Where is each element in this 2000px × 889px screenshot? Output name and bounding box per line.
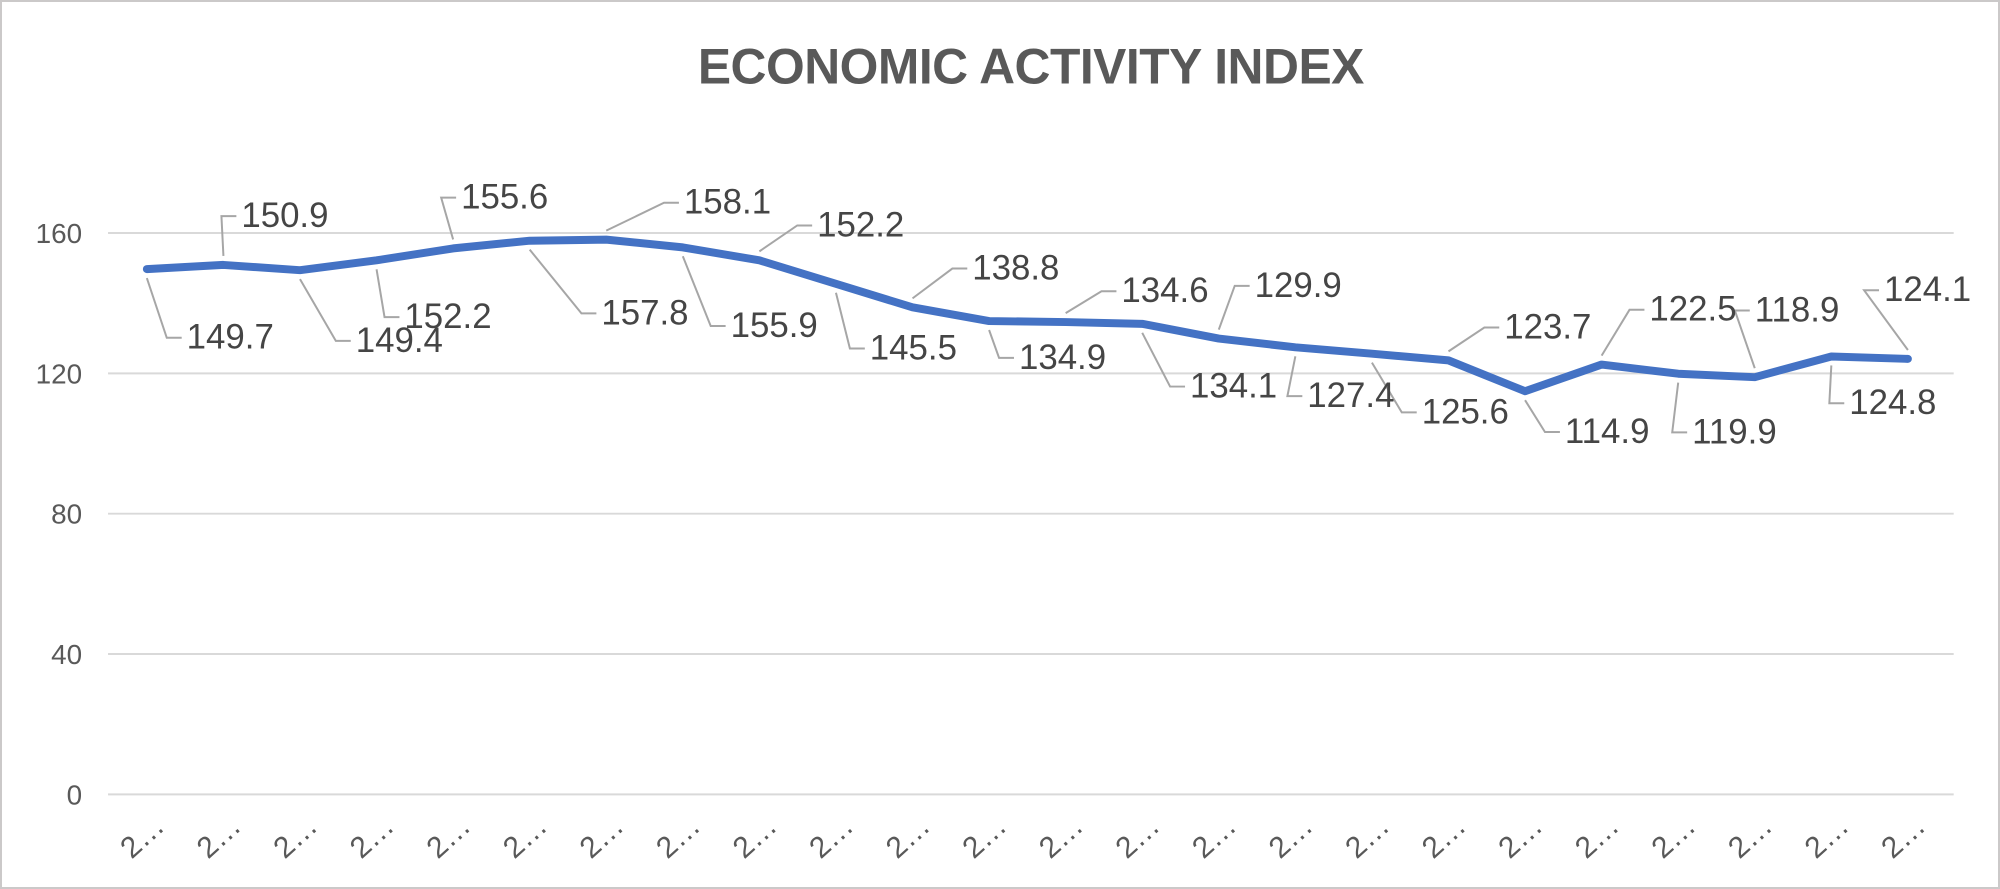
data-label-134.6: 134.6 — [1121, 271, 1208, 310]
x-tick-label: 2… — [650, 809, 707, 865]
x-tick-label: 2… — [1875, 809, 1932, 865]
data-label-127.4: 127.4 — [1307, 376, 1394, 415]
leader-line-134.9 — [988, 329, 1014, 359]
x-tick-label: 2… — [1799, 809, 1856, 865]
x-tick-label: 2… — [1339, 809, 1396, 865]
x-tick-label: 2… — [1569, 809, 1626, 865]
data-label-134.1: 134.1 — [1190, 367, 1277, 406]
data-label-138.8: 138.8 — [972, 248, 1059, 287]
leader-line-123.7 — [1447, 326, 1500, 353]
series-line — [142, 235, 1912, 396]
data-label-152.2: 152.2 — [404, 297, 491, 336]
data-label-129.9: 129.9 — [1255, 266, 1342, 305]
leader-line-122.5 — [1600, 308, 1645, 357]
data-label-123.7: 123.7 — [1504, 307, 1591, 346]
x-tick-label: 2… — [880, 809, 937, 865]
leader-line-114.9 — [1524, 399, 1560, 434]
data-label-157.8: 157.8 — [601, 293, 688, 332]
data-label-leader-lines — [145, 196, 1909, 434]
x-tick-label: 2… — [727, 809, 784, 865]
x-tick-label: 2… — [1263, 809, 1320, 865]
data-label-124.8: 124.8 — [1849, 383, 1936, 422]
x-tick-label: 2… — [1416, 809, 1473, 865]
data-label-122.5: 122.5 — [1649, 290, 1736, 329]
leader-line-134.1 — [1141, 332, 1186, 388]
data-labels-group: 149.7150.9149.4152.2155.6157.8158.1155.9… — [187, 178, 1971, 452]
data-label-124.1: 124.1 — [1884, 270, 1971, 309]
leader-line-124.8 — [1828, 365, 1845, 405]
x-tick-label: 2… — [574, 809, 631, 865]
y-tick-label-80: 80 — [51, 499, 82, 530]
x-tick-label: 2… — [1110, 809, 1167, 865]
y-tick-label-120: 120 — [36, 358, 82, 389]
leader-line-150.9 — [220, 215, 237, 256]
data-label-152.2: 152.2 — [817, 205, 904, 244]
data-label-119.9: 119.9 — [1692, 412, 1777, 451]
x-tick-label: 2… — [1033, 809, 1090, 865]
data-label-114.9: 114.9 — [1565, 412, 1650, 451]
x-tick-label: 2… — [803, 809, 860, 865]
data-label-149.4: 149.4 — [356, 321, 443, 360]
x-tick-label: 2… — [267, 809, 324, 865]
leader-line-149.7 — [145, 277, 182, 339]
data-label-145.5: 145.5 — [870, 328, 957, 367]
leader-line-119.9 — [1671, 382, 1688, 434]
leader-line-149.4 — [299, 278, 351, 342]
leader-line-138.8 — [911, 267, 968, 300]
x-tick-label: 2… — [1492, 809, 1549, 865]
x-tick-label: 2… — [497, 809, 554, 865]
y-tick-label-40: 40 — [51, 639, 82, 670]
leader-line-157.8 — [528, 249, 597, 315]
leader-line-152.2 — [375, 269, 400, 319]
data-label-155.9: 155.9 — [731, 306, 818, 345]
x-tick-label: 2… — [956, 809, 1013, 865]
x-tick-label: 2… — [344, 809, 401, 865]
y-tick-label-0: 0 — [67, 779, 83, 810]
data-label-134.9: 134.9 — [1019, 338, 1106, 377]
x-tick-label: 2… — [420, 809, 477, 865]
data-label-118.9: 118.9 — [1755, 290, 1840, 329]
data-label-158.1: 158.1 — [684, 183, 771, 222]
leader-line-134.6 — [1065, 290, 1117, 314]
x-axis-tick-labels: 2… 2… 2… 2… 2… 2… 2… 2… 2… 2… 2… 2… 2… 2… 2… 2… 2… 2… 2… 2…… — [114, 809, 1932, 865]
data-label-155.6: 155.6 — [461, 178, 548, 217]
leader-line-152.2 — [758, 224, 813, 253]
y-axis-tick-labels: 0 40 80 120 160 — [36, 218, 82, 810]
x-tick-label: 2… — [114, 809, 171, 865]
data-label-125.6: 125.6 — [1422, 392, 1509, 431]
leader-line-145.5 — [834, 292, 865, 350]
leader-line-155.6 — [439, 196, 457, 240]
leader-line-129.9 — [1217, 284, 1250, 330]
data-label-150.9: 150.9 — [241, 196, 328, 235]
leader-line-125.6 — [1371, 362, 1417, 414]
leader-line-158.1 — [605, 201, 679, 232]
leader-line-124.1 — [1862, 289, 1909, 351]
series-group — [142, 235, 1912, 396]
x-tick-label: 2… — [191, 809, 248, 865]
x-tick-label: 2… — [1646, 809, 1703, 865]
leader-line-118.9 — [1733, 309, 1756, 369]
x-tick-label: 2… — [1722, 809, 1779, 865]
x-tick-label: 2… — [1186, 809, 1243, 865]
leader-line-127.4 — [1286, 356, 1303, 398]
leader-line-155.9 — [681, 255, 726, 327]
data-label-149.7: 149.7 — [187, 318, 274, 357]
chart-title: ECONOMIC ACTIVITY INDEX — [698, 39, 1364, 95]
y-tick-label-160: 160 — [36, 218, 82, 249]
